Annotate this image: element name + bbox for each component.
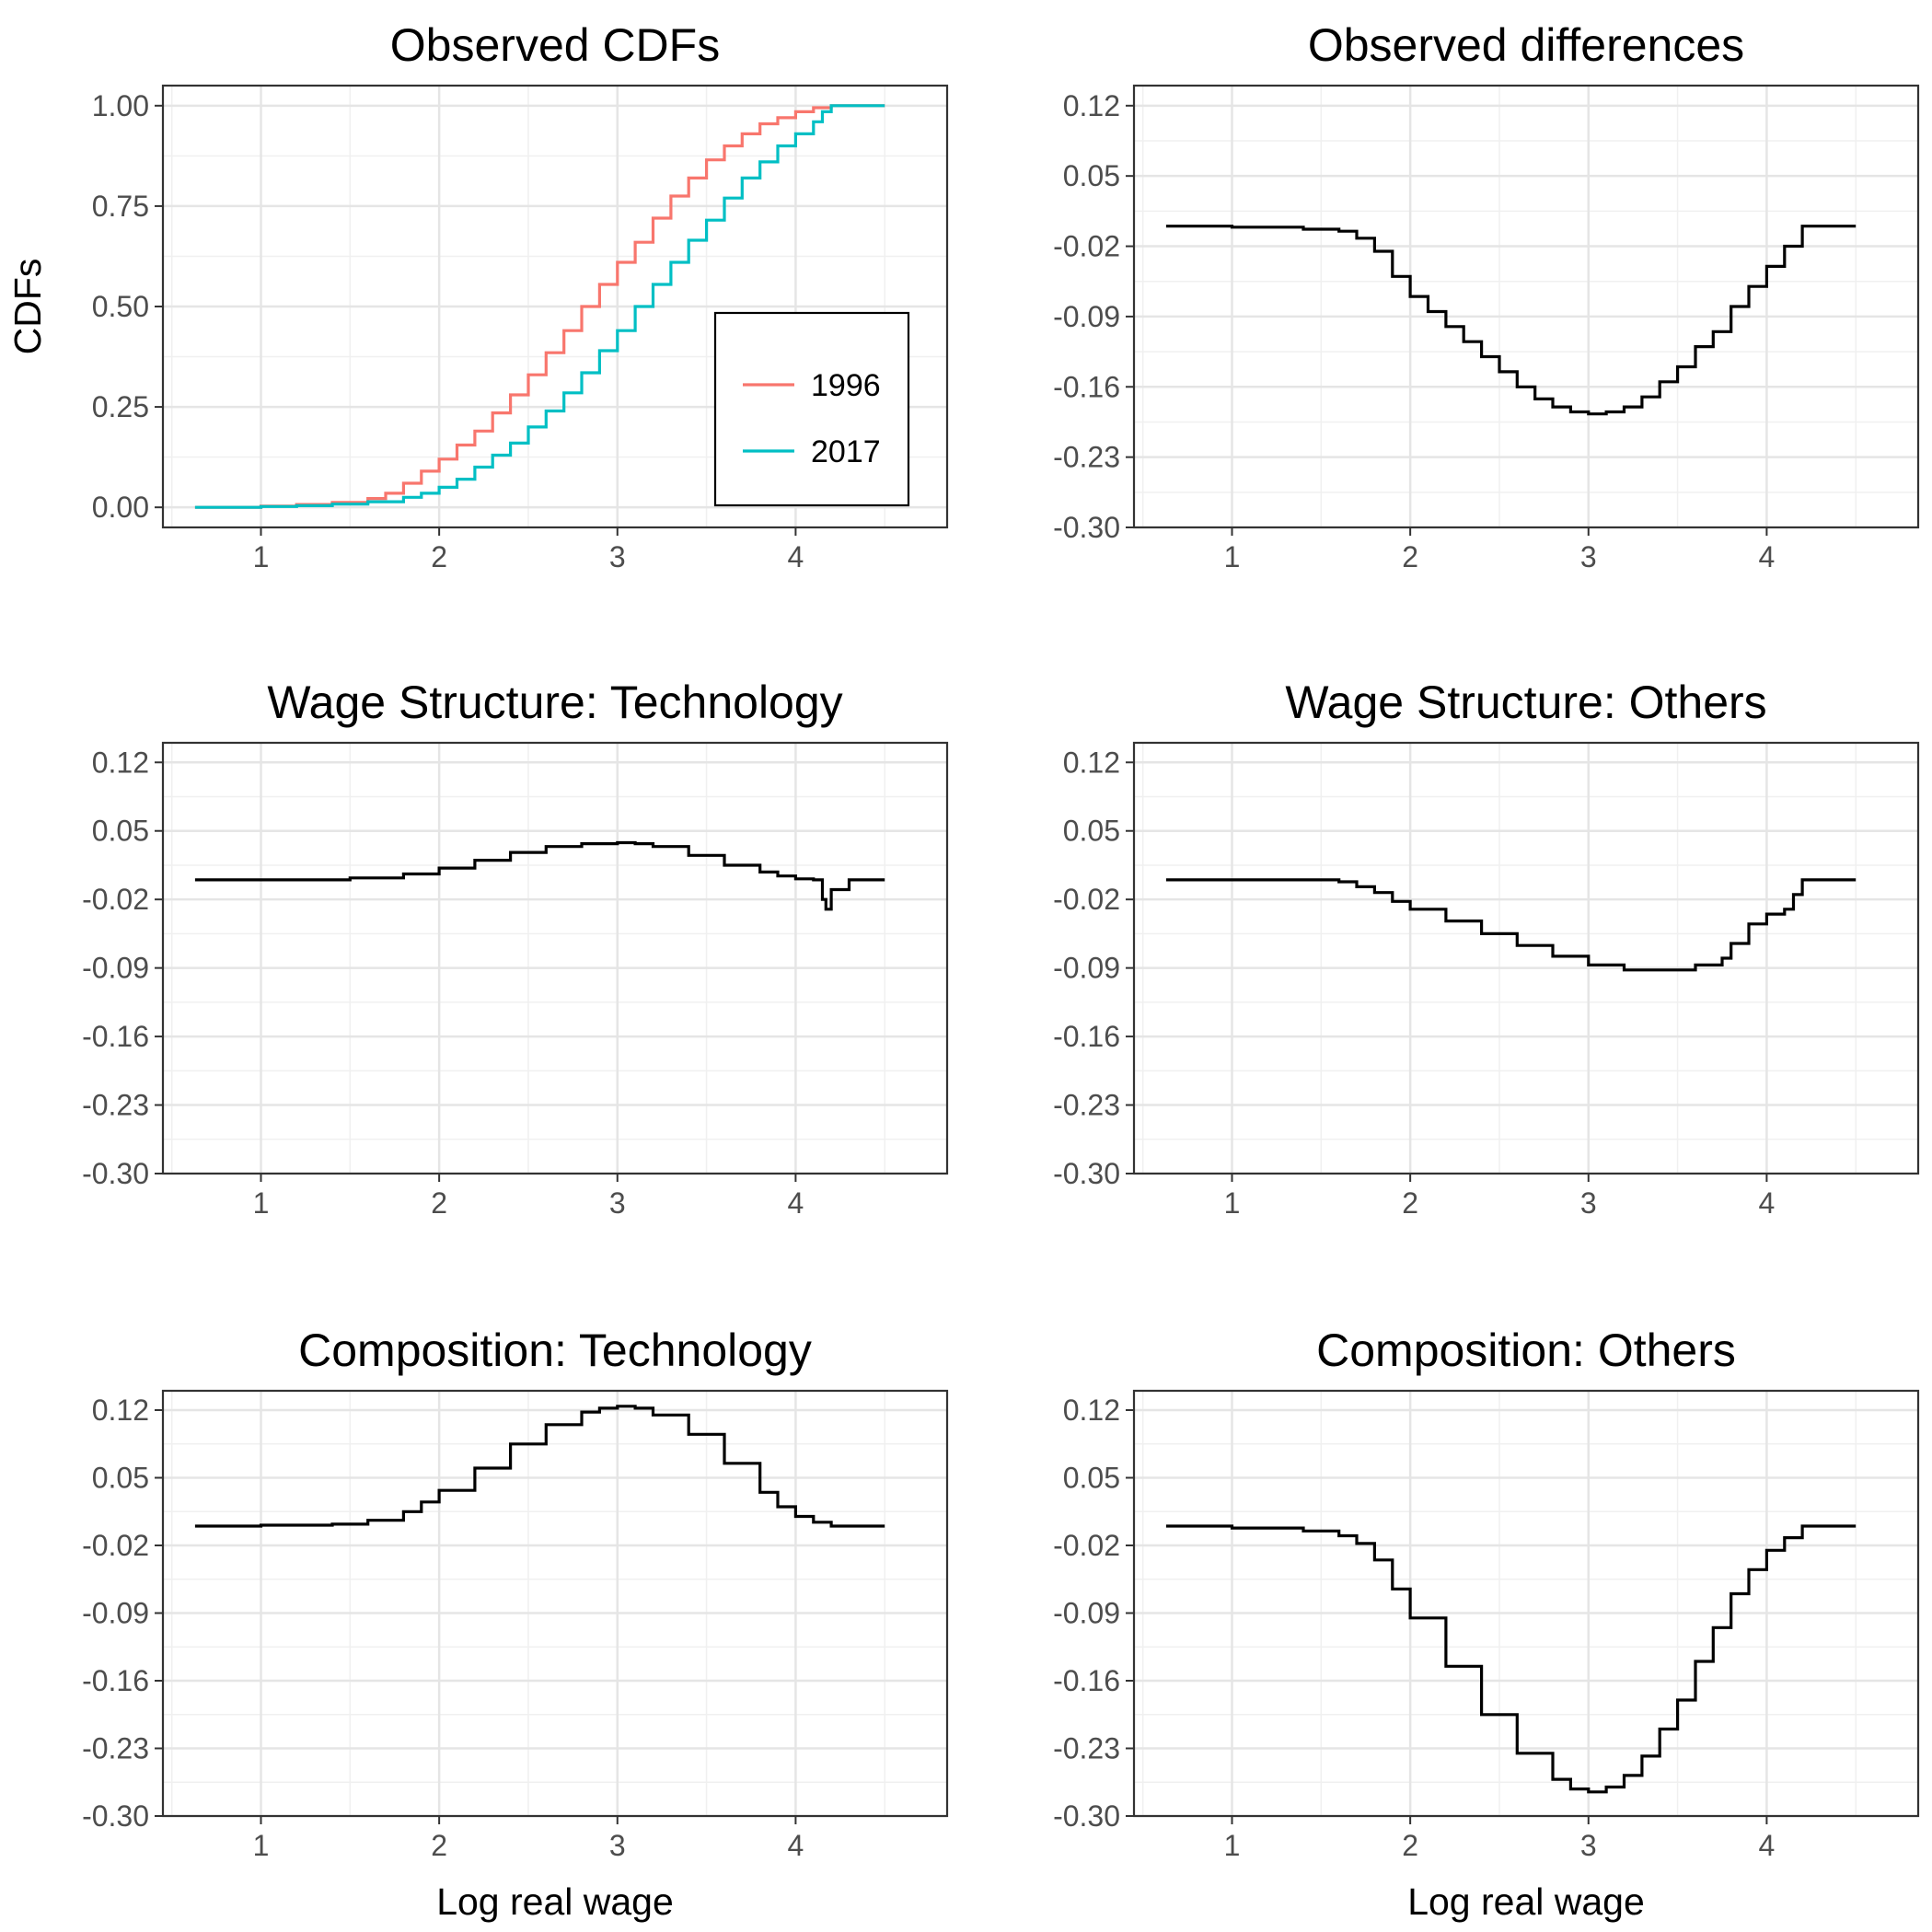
x-tick-label: 3: [1580, 1186, 1597, 1220]
y-tick-label: -0.09: [82, 952, 149, 985]
y-tick-label: 0.12: [92, 1394, 149, 1427]
y-tick-label: 0.05: [92, 815, 149, 848]
x-tick-label: 4: [788, 1829, 804, 1862]
y-tick-label: 0.12: [1063, 89, 1120, 122]
legend: 1996 2017: [713, 311, 910, 507]
y-tick-label: -0.16: [82, 1020, 149, 1053]
x-axis-label: Log real wage: [436, 1880, 674, 1923]
y-tick-label: 0.12: [92, 746, 149, 779]
y-tick-label: -0.23: [1053, 1089, 1120, 1122]
y-tick-label: -0.30: [1053, 1799, 1120, 1833]
y-tick-label: -0.02: [1053, 230, 1120, 263]
panel-title: Composition: Technology: [298, 1325, 812, 1376]
x-tick-label: 3: [609, 1186, 626, 1220]
x-tick-label: 3: [609, 1829, 626, 1862]
panel-border: [1132, 84, 1920, 529]
panel-border: [161, 1389, 949, 1818]
y-tick-label: -0.02: [82, 883, 149, 916]
y-tick-label: -0.02: [82, 1529, 149, 1562]
y-tick-label: -0.23: [82, 1732, 149, 1765]
panel-3: Wage Structure: Technology 1 2 3 4 0.12 0.05 -0…: [82, 677, 949, 1220]
x-tick-label: 4: [1759, 1829, 1776, 1862]
x-tick-label: 2: [431, 1186, 447, 1220]
x-tick-label: 1: [253, 540, 270, 573]
panel-title: Observed differences: [1308, 19, 1744, 71]
y-tick-label: 1.00: [92, 89, 149, 122]
panel-1: Observed CDFs 1 2 3 4 0.00 0.25 0.50 0.75 1.00 CDF…: [6, 19, 949, 573]
x-axis-label: Log real wage: [1407, 1880, 1645, 1923]
series-line-1: [1165, 1524, 1857, 1794]
x-tick-label: 1: [1224, 1829, 1241, 1862]
panel-title: Wage Structure: Technology: [267, 677, 842, 728]
y-tick-label: -0.09: [82, 1597, 149, 1630]
panel-title: Observed CDFs: [390, 19, 720, 71]
legend-box: [713, 311, 910, 507]
panel-5: Composition: Technology 1 2 3 4 0.12 0.05 -0.02…: [82, 1325, 949, 1923]
x-tick-label: 4: [1759, 540, 1776, 573]
x-tick-label: 1: [1224, 1186, 1241, 1220]
x-tick-label: 2: [1402, 540, 1418, 573]
y-tick-label: -0.02: [1053, 883, 1120, 916]
y-tick-label: -0.09: [1053, 300, 1120, 333]
panel-4: Wage Structure: Others 1 2 3 4 0.12 0.05 -0.02 -…: [1053, 677, 1920, 1220]
y-tick-label: -0.16: [1053, 370, 1120, 403]
panel-2: Observed differences 1 2 3 4 0.12 0.05 -0.02 -0.…: [1053, 19, 1920, 573]
x-tick-label: 1: [1224, 540, 1241, 573]
x-tick-label: 2: [1402, 1186, 1418, 1220]
x-tick-label: 3: [1580, 1829, 1597, 1862]
y-tick-label: -0.30: [82, 1157, 149, 1190]
y-tick-label: 0.50: [92, 290, 149, 323]
x-tick-label: 4: [1759, 1186, 1776, 1220]
panel-title: Composition: Others: [1316, 1325, 1736, 1376]
y-axis-label: CDFs: [6, 259, 49, 355]
y-tick-label: -0.16: [1053, 1664, 1120, 1697]
y-tick-label: -0.30: [1053, 511, 1120, 544]
x-tick-label: 2: [431, 1829, 447, 1862]
series-line-2017: [194, 104, 885, 509]
y-tick-label: -0.23: [1053, 441, 1120, 474]
x-tick-label: 2: [1402, 1829, 1418, 1862]
y-tick-label: -0.30: [1053, 1157, 1120, 1190]
y-tick-label: 0.00: [92, 491, 149, 524]
y-tick-label: 0.12: [1063, 746, 1120, 779]
y-tick-label: -0.02: [1053, 1529, 1120, 1562]
legend-label: 1996: [811, 368, 881, 403]
y-tick-label: 0.05: [1063, 1462, 1120, 1495]
panel-border: [1132, 1389, 1920, 1818]
y-tick-label: 0.25: [92, 390, 149, 423]
y-tick-label: 0.05: [92, 1462, 149, 1495]
y-tick-label: 0.05: [1063, 815, 1120, 848]
series-line-1: [194, 1405, 885, 1528]
series-line-1: [1165, 878, 1857, 972]
x-tick-label: 3: [609, 540, 626, 573]
series-line-1: [194, 840, 885, 911]
series-line-1: [1165, 225, 1857, 416]
y-tick-label: -0.09: [1053, 952, 1120, 985]
y-tick-label: 0.75: [92, 190, 149, 223]
y-tick-label: -0.23: [1053, 1732, 1120, 1765]
x-tick-label: 4: [788, 1186, 804, 1220]
y-tick-label: -0.16: [82, 1664, 149, 1697]
x-tick-label: 4: [788, 540, 804, 573]
panel-6: Composition: Others 1 2 3 4 0.12 0.05 -0.02 -0.0…: [1053, 1325, 1920, 1923]
y-tick-label: -0.23: [82, 1089, 149, 1122]
x-tick-label: 2: [431, 540, 447, 573]
legend-label: 2017: [811, 434, 881, 469]
y-tick-label: 0.12: [1063, 1394, 1120, 1427]
y-tick-label: -0.16: [1053, 1020, 1120, 1053]
y-tick-label: 0.05: [1063, 159, 1120, 192]
x-tick-label: 1: [253, 1829, 270, 1862]
x-tick-label: 3: [1580, 540, 1597, 573]
x-tick-label: 1: [253, 1186, 270, 1220]
panel-border: [161, 741, 949, 1175]
y-tick-label: -0.09: [1053, 1597, 1120, 1630]
panel-border: [1132, 741, 1920, 1175]
y-tick-label: -0.30: [82, 1799, 149, 1833]
series-line-1996: [194, 104, 885, 509]
panel-title: Wage Structure: Others: [1285, 677, 1766, 728]
